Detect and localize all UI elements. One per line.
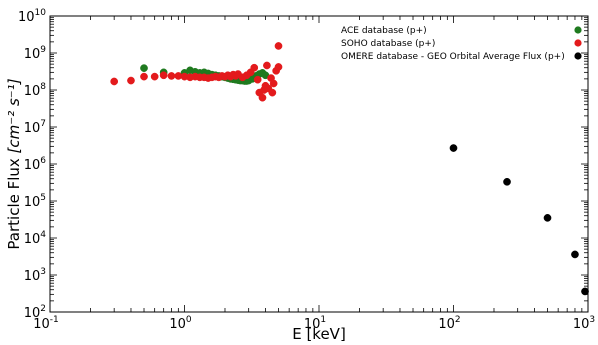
data-point	[258, 93, 267, 102]
series-2	[110, 42, 283, 102]
data-point	[274, 63, 283, 71]
x-tick-label: 100	[169, 315, 192, 332]
data-point	[449, 144, 458, 152]
svg-text:Particle Flux [cm⁻² s⁻¹]: Particle Flux [cm⁻² s⁻¹]	[5, 78, 23, 249]
x-tick-label: 103	[573, 315, 595, 332]
data-point	[274, 42, 283, 50]
data-point	[503, 177, 511, 186]
legend-label: SOHO database (p+)	[341, 39, 435, 49]
y-tick-label: 107	[24, 119, 46, 136]
legend-label: OMERE database - GEO Orbital Average Flu…	[341, 52, 565, 62]
data-point	[140, 64, 148, 72]
y-tick-label: 104	[24, 230, 47, 247]
y-tick-label: 108	[24, 82, 47, 99]
legend-marker	[574, 39, 582, 47]
data-point	[140, 72, 148, 81]
y-tick-label: 103	[24, 267, 46, 284]
y-axis-title-text: Particle Flux	[5, 158, 23, 249]
data-point	[263, 61, 271, 70]
legend-marker	[574, 52, 582, 60]
data-point	[571, 250, 579, 259]
x-tick-labels: 10-1 100 101 102 103	[33, 315, 595, 332]
data-point	[110, 77, 119, 86]
data-point	[581, 287, 589, 296]
data-point	[268, 88, 277, 97]
data-point	[250, 63, 259, 72]
y-tick-label: 102	[24, 304, 46, 321]
legend-label: ACE database (p+)	[341, 26, 427, 36]
data-point	[269, 79, 278, 88]
data-point	[150, 72, 159, 81]
x-tick-label: 101	[304, 315, 326, 332]
legend-marker	[574, 26, 582, 34]
data-point	[253, 75, 262, 84]
data-points	[110, 42, 589, 296]
data-point	[127, 76, 135, 85]
x-tick-label: 102	[438, 315, 460, 332]
legend: ACE database (p+) SOHO database (p+) OMERE…	[341, 26, 582, 62]
y-tick-label: 109	[24, 45, 47, 62]
axis-ticks	[49, 15, 589, 313]
y-axis-title-units: [cm⁻² s⁻¹]	[5, 78, 23, 153]
x-axis-title: E [keV]	[292, 325, 346, 343]
y-tick-labels: 102 103 104 105 106 107 108 109 1010	[18, 8, 46, 321]
x-tick-label: 10-1	[33, 315, 59, 332]
data-point	[159, 71, 168, 80]
y-tick-label: 1010	[18, 8, 46, 25]
y-tick-label: 106	[24, 156, 47, 173]
data-point	[543, 214, 552, 222]
y-axis-title: Particle Flux [cm⁻² s⁻¹]	[5, 78, 23, 249]
y-tick-label: 105	[24, 193, 46, 210]
series-3	[449, 144, 589, 296]
data-point	[167, 72, 176, 80]
